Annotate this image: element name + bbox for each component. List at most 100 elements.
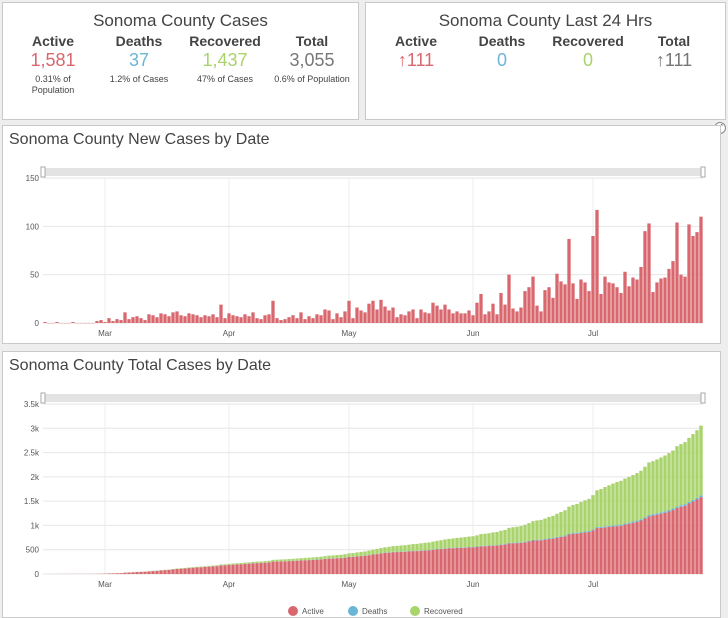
y-tick-label: 0 [35, 319, 40, 328]
bar-recovered [491, 532, 495, 546]
bar [119, 320, 123, 323]
bar-recovered [379, 548, 383, 554]
bar [443, 304, 447, 323]
bar [435, 305, 439, 323]
bar [527, 287, 531, 323]
bar [167, 316, 171, 323]
last24-card-title: Sonoma County Last 24 Hrs [438, 11, 653, 30]
cases-active-stat: Active 1,581 0.31% of Population [13, 33, 93, 96]
bar-recovered [667, 453, 671, 510]
bar-active [687, 503, 691, 574]
bar-recovered [223, 564, 227, 566]
bar [231, 315, 235, 323]
bar-deaths [563, 535, 567, 537]
cases-total-stat: Total 3,055 0.6% of Population [267, 33, 357, 85]
bar [599, 294, 603, 323]
bar [679, 274, 683, 323]
bar [163, 314, 167, 323]
bar-recovered [483, 533, 487, 546]
bar-active [331, 558, 335, 574]
bar-active [403, 551, 407, 574]
bar-recovered [423, 542, 427, 551]
bar-recovered [571, 504, 575, 534]
bar-active [231, 564, 235, 574]
scrollbar-handle-left [40, 166, 46, 178]
bar [523, 291, 527, 323]
bar-active [275, 561, 279, 574]
bar [515, 311, 519, 323]
bar-recovered [659, 457, 663, 513]
bar-active [499, 544, 503, 574]
bar [583, 282, 587, 323]
bar [275, 318, 279, 323]
bar-deaths [619, 524, 623, 526]
bar [511, 308, 515, 323]
bar-active [691, 501, 695, 574]
bar-deaths [675, 506, 679, 508]
bar-deaths [495, 545, 499, 546]
bar-active [463, 547, 467, 574]
bar [251, 312, 255, 323]
y-tick-label: 2k [31, 473, 40, 482]
bar [499, 293, 503, 323]
bar-active [455, 547, 459, 574]
bar-recovered [263, 561, 267, 563]
bar [419, 309, 423, 323]
bar-active [667, 511, 671, 574]
bar-active [175, 569, 179, 574]
bar-recovered [207, 565, 211, 567]
bar [603, 276, 607, 323]
bar-recovered [503, 529, 507, 545]
bar-recovered [443, 539, 447, 549]
bar-recovered [459, 537, 463, 548]
bar-active [383, 552, 387, 574]
new-cases-chart: 0 50 100 150 Mar Apr May Jun Jul [26, 166, 706, 338]
bar-recovered [311, 557, 315, 560]
bar-recovered [559, 511, 563, 537]
bar [615, 287, 619, 323]
bar-recovered [399, 545, 403, 552]
bar-active [139, 571, 143, 574]
bar-deaths [635, 520, 639, 522]
bar [159, 313, 163, 323]
bar [203, 315, 207, 323]
bar-active [567, 534, 571, 574]
legend-marker-active [288, 606, 298, 616]
bar [391, 307, 395, 323]
bar-recovered [307, 557, 311, 560]
legend-marker-recovered [410, 606, 420, 616]
bar-active [243, 563, 247, 574]
bar-recovered [251, 561, 255, 564]
bar-active [203, 566, 207, 574]
bar-recovered [643, 466, 647, 518]
y-tick-label: 500 [26, 546, 40, 555]
bar-deaths [587, 531, 591, 532]
bar-active [587, 531, 591, 574]
bar-deaths [663, 511, 667, 513]
bar-active [547, 539, 551, 574]
bar-active [435, 549, 439, 574]
x-tick-label: Mar [98, 329, 112, 338]
bar [379, 299, 383, 323]
total-cases-title: Sonoma County Total Cases by Date [9, 357, 272, 374]
bar [227, 313, 231, 323]
cases-card: Sonoma County Cases Active 1,581 0.31% o… [2, 2, 359, 120]
bar-recovered [383, 547, 387, 553]
bar-active [619, 525, 623, 574]
bar-recovered [395, 545, 399, 552]
bar-recovered [511, 527, 515, 543]
bar-active [355, 556, 359, 574]
bar-deaths [555, 536, 559, 538]
last24-deaths-value: 0 [496, 50, 507, 70]
bar [263, 315, 267, 323]
bar-recovered [403, 545, 407, 552]
x-tick-label: May [341, 329, 356, 338]
bar-recovered [591, 495, 595, 530]
bar [519, 307, 523, 323]
bar-deaths [651, 514, 655, 516]
bar [619, 293, 623, 323]
bar-recovered [447, 538, 451, 548]
bar-active [447, 548, 451, 574]
bar-deaths [591, 529, 595, 531]
bar [547, 287, 551, 323]
